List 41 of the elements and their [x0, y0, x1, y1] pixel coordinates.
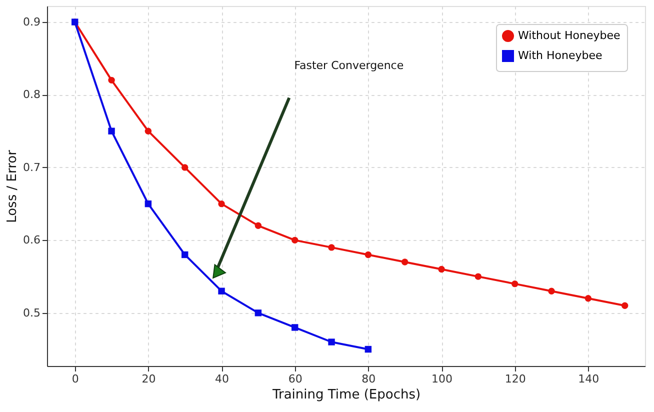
point [218, 288, 225, 294]
point [474, 273, 482, 280]
x-tick-label: 20 [142, 372, 156, 386]
point [292, 236, 298, 244]
point [401, 258, 408, 266]
x-axis-title: Training Time (Epochs) [271, 388, 421, 402]
point [144, 200, 152, 208]
x-tick-label: 100 [432, 372, 453, 386]
annotation: Faster Convergence [294, 58, 404, 72]
y-tick-label: 0.8 [23, 88, 40, 102]
y-tick-label: 0.7 [23, 160, 40, 174]
point [511, 280, 518, 288]
point [328, 338, 335, 346]
y-tick-label: 0.6 [23, 234, 40, 247]
point [548, 288, 555, 294]
x-tick-label: 120 [504, 372, 526, 386]
x-tick-label: 40 [215, 372, 230, 386]
x-tick-label: 80 [362, 372, 376, 386]
legend-label: Without Honeybee [518, 29, 620, 42]
point [182, 251, 188, 258]
point [438, 266, 445, 273]
point [108, 128, 115, 134]
point [364, 251, 372, 258]
point [218, 200, 225, 208]
x-tick-label: 60 [288, 372, 302, 386]
x-tick-label: 0 [72, 372, 79, 386]
point [144, 128, 152, 134]
y-tick-label: 0.5 [23, 306, 40, 320]
y-axis-title: Loss / Error [5, 149, 20, 223]
point [364, 346, 372, 353]
point [182, 164, 188, 171]
point [292, 324, 298, 331]
point [254, 310, 262, 316]
point [621, 302, 628, 309]
x-tick-label: 140 [578, 372, 600, 386]
legend-label: With Honeybee [518, 49, 602, 62]
point [328, 244, 335, 251]
point [584, 295, 592, 302]
y-tick-label: 0.9 [23, 16, 40, 28]
point [254, 222, 262, 229]
point [108, 76, 115, 84]
